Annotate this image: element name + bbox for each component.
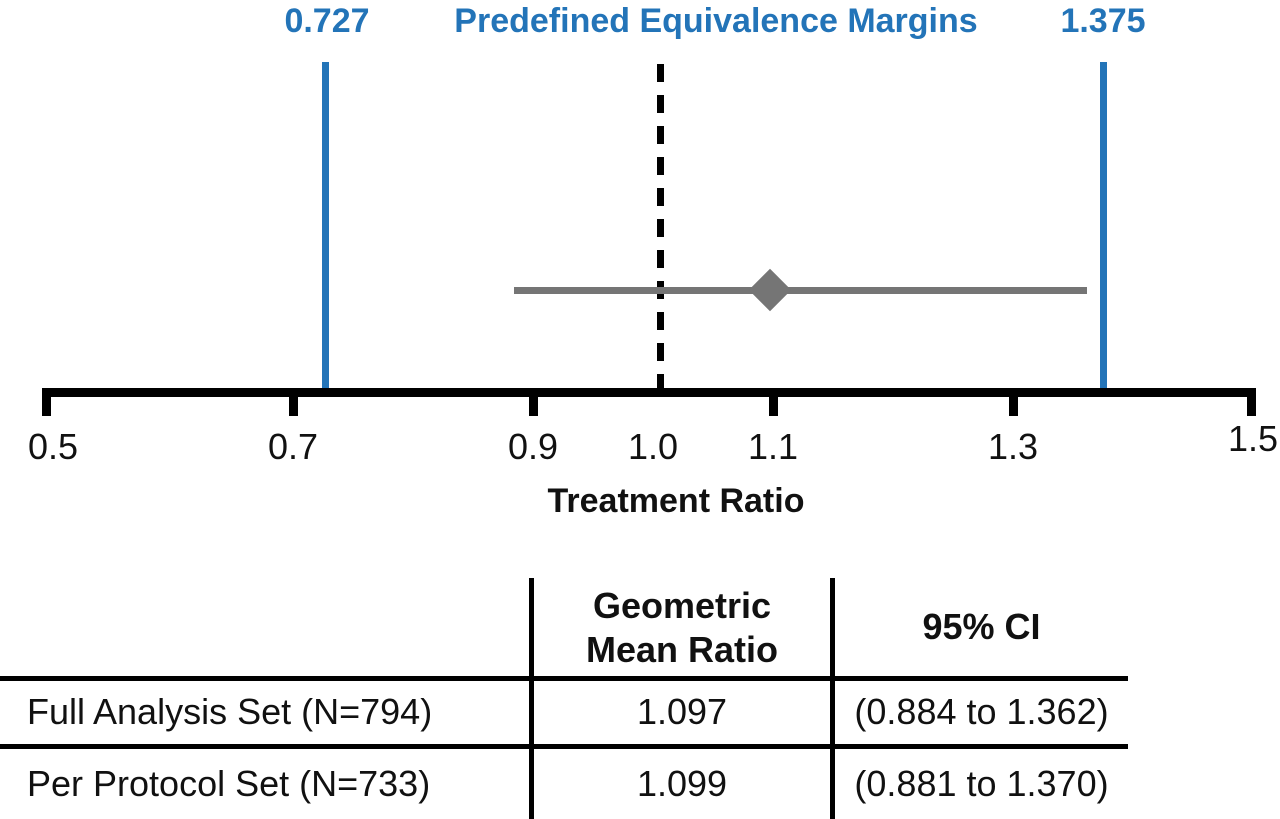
table-header-divider <box>0 676 1128 681</box>
gmr-column-header: Geometric Mean Ratio <box>534 584 830 672</box>
x-axis-tick-label: 0.5 <box>27 426 79 467</box>
table-column-divider-2 <box>830 578 835 819</box>
row-label-full-analysis-set: Full Analysis Set (N=794) <box>27 691 433 732</box>
x-axis-tick-label: 1.3 <box>987 426 1039 467</box>
point-estimate-diamond-marker <box>748 268 792 312</box>
confidence-interval-line <box>514 287 1087 294</box>
table-row-divider <box>0 744 1128 749</box>
x-axis-tick-1-5 <box>1247 388 1256 416</box>
x-axis-title: Treatment Ratio <box>547 482 805 520</box>
gmr-column-header-line2: Mean Ratio <box>585 629 779 670</box>
equivalence-margin-lower-label: 0.727 <box>284 2 370 40</box>
x-axis-tick-0-9 <box>529 388 538 416</box>
x-axis-tick-0-5 <box>42 388 51 416</box>
ci-value: (0.884 to 1.362) <box>854 691 1109 732</box>
figure-title: Predefined Equivalence Margins <box>454 2 978 40</box>
x-axis-tick-label: 1.0 <box>627 426 679 467</box>
x-axis-tick-label: 1.5 <box>1227 418 1278 459</box>
gmr-value: 1.099 <box>636 763 728 804</box>
x-axis-tick-label: 0.9 <box>507 426 559 467</box>
reference-line-dashed <box>657 64 664 388</box>
x-axis-tick-label: 1.1 <box>747 426 799 467</box>
equivalence-margin-upper-label: 1.375 <box>1060 2 1146 40</box>
equivalence-margin-line-lower <box>322 62 329 388</box>
equivalence-margin-line-upper <box>1100 62 1107 388</box>
gmr-value: 1.097 <box>636 691 728 732</box>
ci-value: (0.881 to 1.370) <box>854 763 1109 804</box>
row-label-per-protocol-set: Per Protocol Set (N=733) <box>27 763 431 804</box>
x-axis-line <box>42 388 1256 397</box>
gmr-column-header-line1: Geometric <box>592 585 772 626</box>
x-axis-tick-1-1 <box>769 388 778 416</box>
x-axis-tick-label: 0.7 <box>267 426 319 467</box>
x-axis-tick-0-7 <box>289 388 298 416</box>
ci-column-header: 95% CI <box>922 606 1041 647</box>
table-column-divider-1 <box>529 578 534 819</box>
x-axis-tick-1-3 <box>1009 388 1018 416</box>
